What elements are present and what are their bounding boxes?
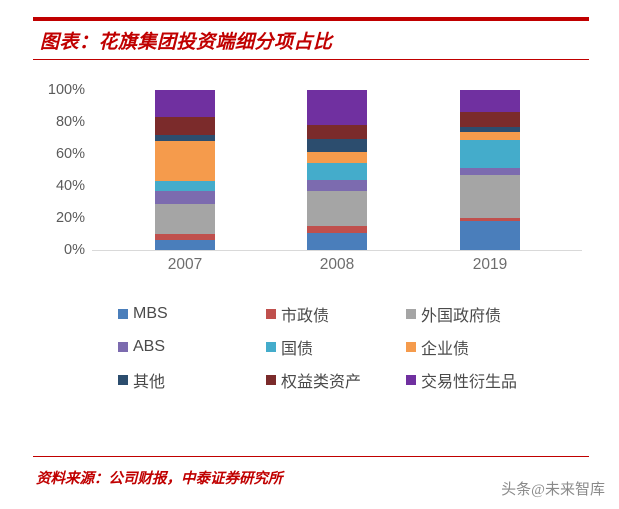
y-axis-tick: 80% [55,114,85,130]
title-rule-bottom [33,59,589,60]
source-note: 资料来源：公司财报，中泰证券研究所 [36,471,283,487]
bar-segment[interactable] [155,190,215,204]
bar-segment[interactable] [460,139,520,169]
legend-label: MBS [133,304,168,322]
bar-group-2007: 2007 [155,90,215,273]
y-axis-tick: 60% [55,146,85,162]
stacked-bar-2008[interactable] [307,90,367,250]
legend-item[interactable]: ABS [118,338,266,356]
bar-segment[interactable] [460,217,520,222]
legend-label: 权益类资产 [281,373,362,391]
bar-segment[interactable] [460,126,520,132]
bar-segment[interactable] [307,162,367,181]
stacked-bar-chart: 0% 20% 40% 60% 80% 100% 2007 2008 2019 [0,80,619,280]
legend-label: 企业债 [421,340,470,358]
stacked-bar-2019[interactable] [460,90,520,250]
legend-item[interactable]: 市政债 [266,302,406,326]
bar-segment[interactable] [307,124,367,140]
legend-row: MBS 市政债 外国政府债 [118,297,548,330]
stacked-bar-2007[interactable] [155,90,215,250]
chart-title-block: 图表：花旗集团投资端细分项占比 [33,17,589,60]
y-axis-tick: 20% [55,210,85,226]
y-axis-tick: 40% [55,178,85,194]
bar-segment[interactable] [307,90,367,125]
page-title: 图表：花旗集团投资端细分项占比 [40,32,333,53]
chart-legend: MBS 市政债 外国政府债 ABS 国债 企业债其他 权益类资产 交易性衍生品 [118,297,548,396]
x-axis-baseline [92,250,582,251]
legend-label: 其他 [133,373,166,391]
footer-rule [33,456,589,457]
legend-item[interactable]: 国债 [266,335,406,359]
bar-segment[interactable] [155,240,215,250]
bar-segment[interactable] [155,233,215,241]
bar-segment[interactable] [460,131,520,140]
legend-swatch-icon [118,308,128,319]
legend-item[interactable]: MBS [118,305,266,323]
legend-swatch-icon [266,374,276,385]
bar-segment[interactable] [155,117,215,135]
legend-label: 市政债 [281,307,330,325]
bar-segment[interactable] [460,168,520,175]
bar-segment[interactable] [307,191,367,227]
bar-group-2008: 2008 [307,90,367,273]
legend-label: 交易性衍生品 [421,373,518,391]
x-axis-label-2008: 2008 [319,256,355,273]
bar-segment[interactable] [307,139,367,152]
legend-swatch-icon [266,308,276,319]
bar-group-2019: 2019 [460,90,520,273]
bar-segment[interactable] [155,203,215,234]
bar-segment[interactable] [155,90,215,118]
legend-label: ABS [133,337,166,355]
legend-item[interactable]: 交易性衍生品 [406,368,548,392]
legend-label: 国债 [281,340,314,358]
bar-segment[interactable] [155,141,215,182]
legend-swatch-icon [406,374,416,385]
y-axis: 0% 20% 40% 60% 80% 100% [30,80,85,280]
legend-swatch-icon [406,308,416,319]
legend-row: ABS 国债 企业债 [118,330,548,363]
x-axis-label-2007: 2007 [167,256,203,273]
legend-item[interactable]: 企业债 [406,335,548,359]
legend-swatch-icon [266,341,276,352]
bar-segment[interactable] [307,226,367,233]
x-axis-label-2019: 2019 [472,256,508,273]
legend-item[interactable]: 外国政府债 [406,302,548,326]
bar-segment[interactable] [307,151,367,163]
bar-segment[interactable] [155,134,215,142]
legend-label: 外国政府债 [421,307,502,325]
y-axis-tick: 0% [64,242,85,258]
legend-row: 其他 权益类资产 交易性衍生品 [118,363,548,396]
legend-item[interactable]: 权益类资产 [266,368,406,392]
bar-segment[interactable] [155,181,215,191]
legend-swatch-icon [118,341,128,352]
y-axis-tick: 100% [47,82,85,98]
bar-segment[interactable] [460,221,520,250]
legend-swatch-icon [406,341,416,352]
watermark-label: 头条@未来智库 [501,482,605,498]
bar-segment[interactable] [307,232,367,250]
bar-segment[interactable] [460,90,520,113]
legend-swatch-icon [118,374,128,385]
title-rule-top [33,17,589,21]
bar-segment[interactable] [460,112,520,127]
bar-segment[interactable] [460,174,520,218]
legend-item[interactable]: 其他 [118,368,266,392]
bar-segment[interactable] [307,180,367,192]
